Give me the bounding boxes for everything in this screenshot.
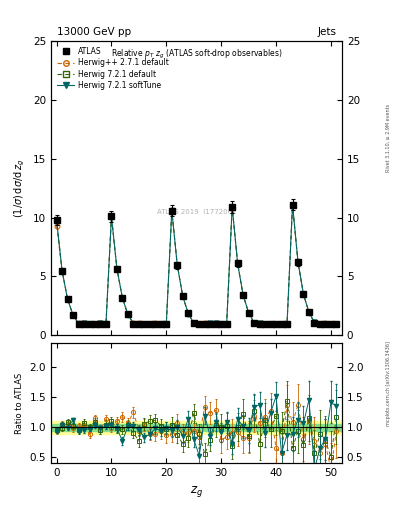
Y-axis label: Ratio to ATLAS: Ratio to ATLAS: [15, 373, 24, 434]
Text: Rivet 3.1.10, ≥ 2.9M events: Rivet 3.1.10, ≥ 2.9M events: [386, 104, 391, 173]
Text: Relative $p_T$ $z_g$ (ATLAS soft-drop observables): Relative $p_T$ $z_g$ (ATLAS soft-drop ob…: [111, 48, 282, 61]
Y-axis label: $(1/\sigma)\,\mathrm{d}\sigma/\mathrm{d}\,z_g$: $(1/\sigma)\,\mathrm{d}\sigma/\mathrm{d}…: [13, 158, 28, 218]
X-axis label: $z_g$: $z_g$: [190, 484, 203, 499]
Text: ATLAS 2019  I1772062: ATLAS 2019 I1772062: [157, 209, 236, 215]
Text: 13000 GeV pp: 13000 GeV pp: [57, 27, 131, 36]
Text: mcplots.cern.ch [arXiv:1306.3436]: mcplots.cern.ch [arXiv:1306.3436]: [386, 342, 391, 426]
Legend: ATLAS, Herwig++ 2.7.1 default, Herwig 7.2.1 default, Herwig 7.2.1 softTune: ATLAS, Herwig++ 2.7.1 default, Herwig 7.…: [55, 45, 171, 92]
Text: Jets: Jets: [317, 27, 336, 36]
